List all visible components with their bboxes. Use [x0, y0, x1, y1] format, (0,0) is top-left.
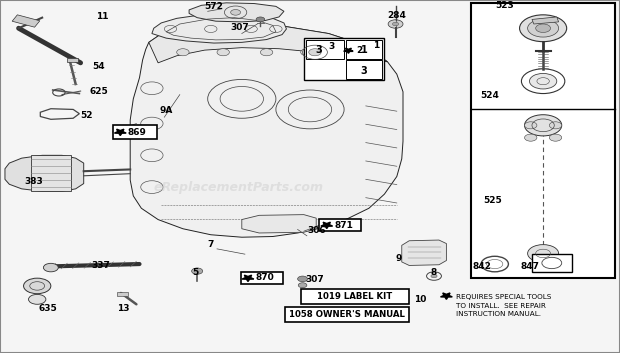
- Text: 869: 869: [128, 127, 146, 137]
- Polygon shape: [242, 215, 316, 233]
- Polygon shape: [343, 48, 353, 53]
- Bar: [301, 289, 409, 304]
- Text: 307: 307: [305, 275, 324, 285]
- Polygon shape: [321, 222, 333, 229]
- Text: 524: 524: [480, 91, 499, 100]
- Bar: [304, 38, 384, 80]
- Bar: [306, 40, 344, 59]
- Text: 337: 337: [92, 261, 110, 270]
- Circle shape: [43, 263, 58, 272]
- Bar: [346, 40, 382, 59]
- Text: 8: 8: [431, 268, 437, 277]
- Circle shape: [177, 49, 189, 56]
- Polygon shape: [440, 293, 453, 299]
- Text: 10: 10: [414, 295, 427, 304]
- Circle shape: [525, 134, 537, 141]
- Text: 306: 306: [307, 226, 326, 235]
- Text: 3: 3: [316, 46, 322, 55]
- Circle shape: [431, 274, 437, 278]
- Text: 1019 LABEL KIT: 1019 LABEL KIT: [317, 292, 392, 301]
- Text: 7: 7: [208, 240, 214, 249]
- Bar: [113, 125, 157, 139]
- Circle shape: [525, 122, 537, 129]
- Text: 383: 383: [25, 176, 43, 186]
- Polygon shape: [152, 13, 286, 43]
- Text: 2: 2: [356, 46, 363, 55]
- Text: 523: 523: [495, 1, 513, 10]
- Text: 871: 871: [334, 221, 353, 229]
- Text: 9A: 9A: [160, 106, 174, 115]
- Circle shape: [301, 49, 313, 56]
- Text: 52: 52: [81, 111, 93, 120]
- Circle shape: [528, 19, 559, 37]
- Text: eReplacementParts.com: eReplacementParts.com: [154, 181, 324, 193]
- Polygon shape: [130, 24, 403, 237]
- Text: 307: 307: [231, 23, 249, 32]
- Text: 13: 13: [117, 304, 129, 313]
- Text: 5: 5: [192, 268, 198, 277]
- Text: 11: 11: [96, 12, 108, 22]
- Text: 1058 OWNER'S MANUAL: 1058 OWNER'S MANUAL: [290, 310, 405, 319]
- Polygon shape: [114, 129, 126, 136]
- Text: 1: 1: [373, 41, 379, 50]
- Polygon shape: [402, 240, 446, 265]
- Polygon shape: [189, 3, 284, 22]
- Circle shape: [392, 22, 399, 26]
- Polygon shape: [532, 17, 559, 24]
- Circle shape: [528, 245, 559, 262]
- Polygon shape: [242, 275, 254, 282]
- Bar: [285, 307, 409, 322]
- Bar: [117, 292, 128, 296]
- Bar: [319, 219, 361, 231]
- Text: 635: 635: [38, 304, 57, 313]
- Circle shape: [217, 49, 229, 56]
- Circle shape: [520, 15, 567, 42]
- Polygon shape: [149, 24, 388, 63]
- Circle shape: [29, 294, 46, 304]
- Circle shape: [231, 10, 241, 15]
- Circle shape: [549, 134, 562, 141]
- Bar: [471, 3, 615, 278]
- Circle shape: [260, 49, 273, 56]
- Text: 842: 842: [472, 262, 491, 271]
- Circle shape: [192, 268, 203, 274]
- Bar: [532, 254, 572, 272]
- Circle shape: [298, 283, 307, 288]
- Text: 54: 54: [92, 62, 104, 71]
- Text: 525: 525: [484, 196, 502, 205]
- Bar: [12, 15, 40, 27]
- Text: 847: 847: [521, 262, 540, 271]
- Circle shape: [388, 20, 403, 28]
- Text: 625: 625: [90, 86, 108, 96]
- Circle shape: [525, 115, 562, 136]
- Bar: [346, 60, 382, 79]
- Circle shape: [298, 276, 308, 282]
- Bar: [241, 272, 283, 284]
- Circle shape: [24, 278, 51, 294]
- Circle shape: [529, 73, 557, 89]
- Text: REQUIRES SPECIAL TOOLS
TO INSTALL.  SEE REPAIR
INSTRUCTION MANUAL.: REQUIRES SPECIAL TOOLS TO INSTALL. SEE R…: [456, 294, 551, 317]
- Text: 572: 572: [205, 2, 223, 11]
- Circle shape: [549, 122, 562, 129]
- Bar: [67, 58, 78, 62]
- Text: 870: 870: [255, 274, 274, 282]
- Circle shape: [256, 17, 265, 22]
- Text: 284: 284: [388, 11, 406, 20]
- Text: 3: 3: [361, 66, 367, 76]
- Text: 3: 3: [329, 42, 335, 52]
- Text: 1: 1: [361, 46, 367, 55]
- Circle shape: [536, 24, 551, 32]
- Bar: [31, 155, 71, 191]
- Polygon shape: [5, 155, 84, 191]
- Text: 9: 9: [396, 254, 402, 263]
- Circle shape: [309, 49, 321, 56]
